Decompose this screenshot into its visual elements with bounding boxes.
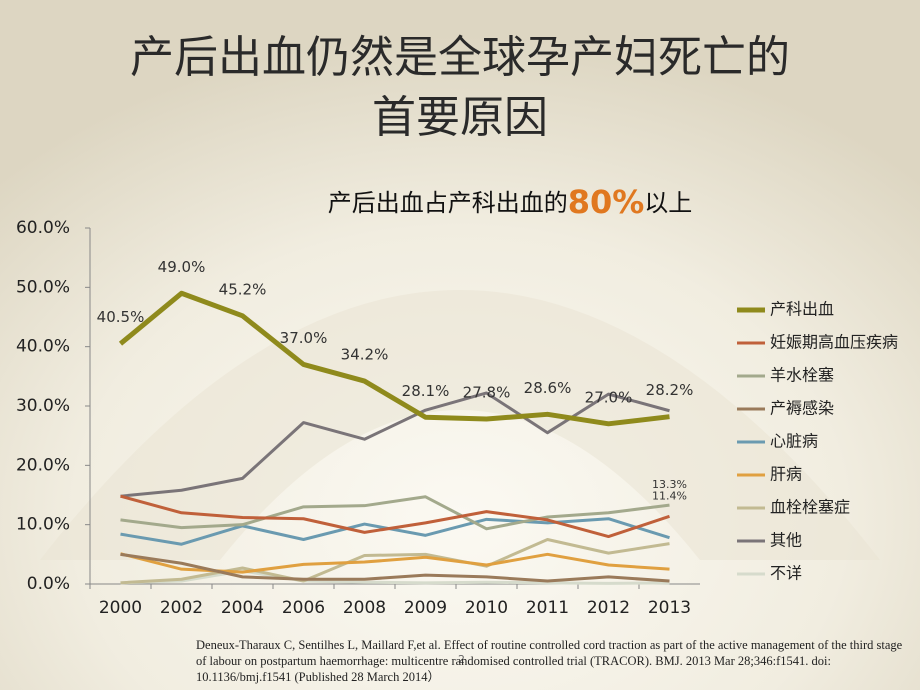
series-line <box>120 569 670 585</box>
data-label: 28.2% <box>646 381 694 399</box>
data-label: 27.8% <box>463 384 511 402</box>
y-tick-label: 40.0% <box>16 337 70 357</box>
x-tick-label: 2002 <box>160 598 203 618</box>
subtitle-text: 以上 <box>644 189 692 217</box>
title-line: 首要原因 <box>372 92 548 143</box>
data-label: 28.1% <box>402 382 450 400</box>
y-tick-label: 60.0% <box>16 218 70 238</box>
data-label: 13.3% <box>652 478 687 491</box>
data-label: 34.2% <box>341 346 389 364</box>
y-tick-label: 50.0% <box>16 277 70 297</box>
legend-label: 羊水栓塞 <box>770 366 834 385</box>
data-label: 37.0% <box>280 329 328 347</box>
legend-label: 肝病 <box>770 465 802 484</box>
legend-label: 产褥感染 <box>770 399 834 418</box>
data-label: 49.0% <box>158 258 206 276</box>
legend-label: 不详 <box>770 564 802 583</box>
y-tick-label: 10.0% <box>16 515 70 535</box>
y-tick-label: 0.0% <box>27 574 70 594</box>
title-line: 产后出血仍然是全球孕产妇死亡的 <box>130 32 790 83</box>
data-label: 27.0% <box>585 388 633 406</box>
data-label: 11.4% <box>652 489 687 502</box>
series-line <box>120 495 670 531</box>
legend-label: 其他 <box>770 531 802 550</box>
legend-label: 产科出血 <box>770 300 834 319</box>
data-label: 45.2% <box>219 280 267 298</box>
footnote: Deneux-Tharaux C, Sentilhes L, Maillard … <box>196 638 903 684</box>
y-tick-label: 30.0% <box>16 396 70 416</box>
x-tick-label: 2013 <box>648 598 691 618</box>
x-tick-label: 2006 <box>282 598 325 618</box>
page-number: 2 <box>458 653 465 666</box>
fan-decoration <box>40 290 880 560</box>
legend-label: 血栓栓塞症 <box>770 498 850 517</box>
series-line <box>120 391 670 498</box>
series-line <box>120 552 670 583</box>
x-tick-label: 2000 <box>99 598 142 618</box>
x-tick-label: 2012 <box>587 598 630 618</box>
subtitle-text: 产后出血占产科出血的 <box>328 189 568 217</box>
x-tick-label: 2008 <box>343 598 386 618</box>
subtitle-highlight: 80% <box>568 183 645 221</box>
series-line <box>120 538 670 585</box>
series-line <box>118 290 670 427</box>
x-tick-label: 2004 <box>221 598 264 618</box>
subtitle: 产后出血占产科出血的80%以上 <box>328 183 693 221</box>
legend-label: 妊娠期高血压疾病 <box>770 333 898 352</box>
series-line <box>120 494 670 539</box>
data-label: 40.5% <box>97 308 145 326</box>
series-line <box>120 517 670 546</box>
x-tick-label: 2011 <box>526 598 569 618</box>
x-tick-label: 2010 <box>465 598 508 618</box>
legend-label: 心脏病 <box>770 432 818 451</box>
x-tick-label: 2009 <box>404 598 447 618</box>
data-label: 28.6% <box>524 379 572 397</box>
y-tick-label: 20.0% <box>16 455 70 475</box>
